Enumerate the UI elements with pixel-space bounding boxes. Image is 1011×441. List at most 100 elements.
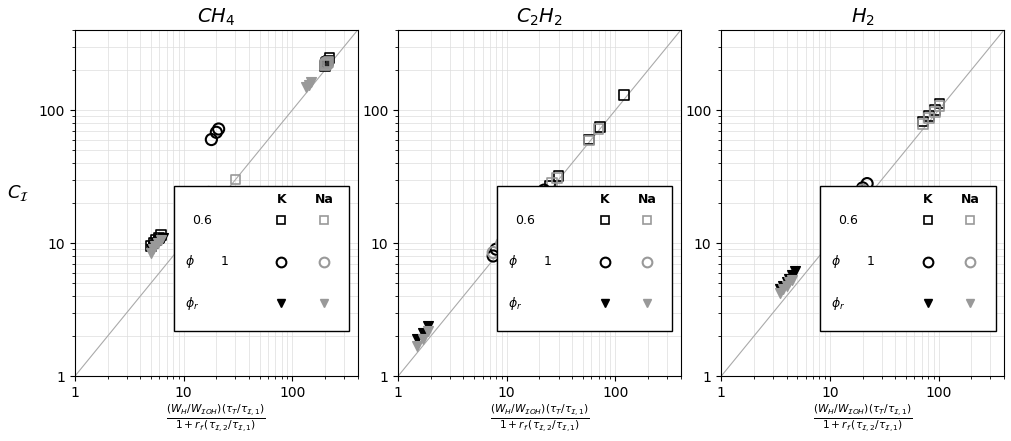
Text: K: K (600, 193, 610, 206)
Y-axis label: $C_\mathcal{I}$: $C_\mathcal{I}$ (7, 183, 29, 203)
Point (772, 290, 789, 297)
Point (532, 194, 548, 201)
Text: $\phi_r$: $\phi_r$ (185, 295, 199, 312)
Point (847, 197, 863, 204)
Point (508, 222, 524, 229)
Point (503, 227, 520, 234)
Point (321, 55, 338, 62)
Point (320, 58, 337, 65)
Point (518, 211, 534, 218)
Point (319, 60, 336, 67)
Point (180, 213, 196, 220)
Point (227, 176, 244, 183)
Point (153, 232, 169, 239)
Point (529, 197, 545, 204)
Point (195, 199, 211, 206)
Bar (174, 186, 349, 331)
Point (544, 179, 560, 186)
Point (772, 286, 789, 293)
Point (921, 115, 937, 122)
Text: Na: Na (960, 193, 980, 206)
Point (317, 61, 334, 68)
Point (149, 237, 165, 244)
Point (208, 129, 224, 136)
Point (551, 172, 567, 179)
Title: $C_2H_2$: $C_2H_2$ (516, 7, 563, 28)
Point (536, 187, 552, 194)
Point (191, 199, 207, 206)
Point (146, 239, 162, 247)
Text: $\phi$: $\phi$ (831, 254, 841, 270)
Point (415, 330, 431, 337)
Point (151, 234, 167, 241)
Point (503, 227, 520, 234)
Point (534, 191, 550, 198)
Point (854, 184, 870, 191)
Point (847, 194, 863, 201)
Point (501, 232, 518, 239)
Text: 0.6: 0.6 (838, 214, 858, 227)
Text: 0.6: 0.6 (516, 214, 535, 227)
Text: $\phi_r$: $\phi_r$ (831, 295, 846, 312)
Text: 0.6: 0.6 (192, 214, 212, 227)
Point (143, 246, 159, 253)
X-axis label: $\frac{(W_H/W_{\mathcal{I}OH})(\tau_T/\tau_{\mathcal{I},1})}{1 + r_f\,(\tau_{\ma: $\frac{(W_H/W_{\mathcal{I}OH})(\tau_T/\t… (489, 403, 589, 434)
Point (590, 126, 607, 133)
Point (778, 279, 795, 286)
X-axis label: $\frac{(W_H/W_{\mathcal{I}OH})(\tau_T/\tau_{\mathcal{I},1})}{1 + r_f\,(\tau_{\ma: $\frac{(W_H/W_{\mathcal{I}OH})(\tau_T/\t… (813, 403, 913, 434)
X-axis label: $\frac{(W_H/W_{\mathcal{I}OH})(\tau_T/\tau_{\mathcal{I},1})}{1 + r_f\,(\tau_{\ma: $\frac{(W_H/W_{\mathcal{I}OH})(\tau_T/\t… (167, 403, 266, 434)
Point (303, 78, 319, 86)
Point (155, 234, 171, 241)
Point (145, 244, 161, 251)
Point (409, 336, 426, 343)
Point (581, 137, 598, 144)
Text: K: K (277, 193, 286, 206)
Point (581, 136, 598, 143)
Point (318, 60, 335, 67)
Point (200, 189, 216, 196)
Text: 1: 1 (867, 255, 876, 269)
Text: Na: Na (638, 193, 656, 206)
Point (785, 276, 801, 283)
Point (199, 194, 215, 201)
Point (774, 286, 791, 293)
Point (318, 60, 335, 67)
Point (780, 279, 797, 286)
Point (926, 106, 942, 113)
Point (150, 239, 166, 247)
Text: 1: 1 (544, 255, 552, 269)
Bar (820, 186, 996, 331)
Point (149, 239, 165, 247)
Point (778, 282, 795, 289)
Point (859, 180, 876, 187)
Point (148, 243, 164, 250)
Point (788, 267, 804, 274)
Point (143, 243, 159, 250)
Point (527, 199, 543, 206)
Point (147, 241, 163, 248)
Point (931, 100, 947, 107)
Point (320, 57, 337, 64)
Point (616, 91, 632, 98)
Point (520, 209, 536, 216)
Point (210, 126, 226, 133)
Point (780, 275, 797, 282)
Point (191, 206, 207, 213)
Point (145, 246, 161, 253)
Point (319, 58, 336, 65)
Point (841, 199, 857, 206)
Point (301, 81, 317, 88)
Point (485, 253, 501, 260)
Text: K: K (923, 193, 932, 206)
Point (298, 84, 314, 91)
Title: $H_2$: $H_2$ (850, 7, 875, 28)
Text: Na: Na (314, 193, 334, 206)
Point (198, 194, 214, 201)
Point (485, 249, 501, 256)
Point (549, 174, 565, 181)
Point (421, 322, 437, 329)
Point (415, 336, 431, 343)
Point (542, 182, 558, 189)
Point (515, 214, 531, 221)
Text: $\phi$: $\phi$ (185, 254, 195, 270)
